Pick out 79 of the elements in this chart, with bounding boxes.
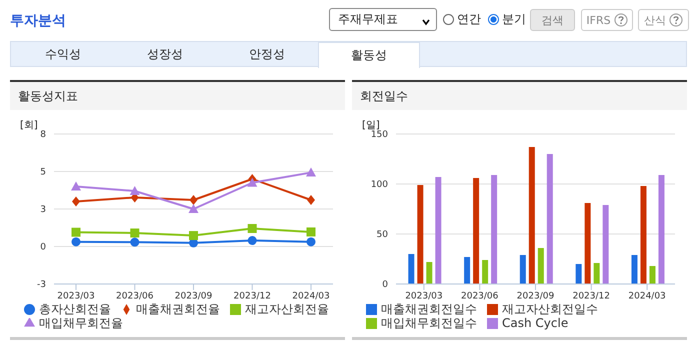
legend-label: 매출채권회전율	[136, 302, 220, 316]
point	[306, 237, 316, 246]
y-axis-title: [회]	[20, 119, 38, 132]
bar	[594, 263, 600, 284]
point	[189, 231, 198, 240]
bar	[546, 154, 553, 284]
point	[190, 195, 198, 205]
bar	[473, 178, 480, 284]
bar	[640, 186, 646, 284]
text: 활동성	[318, 42, 420, 68]
chart-title: 활동성지표	[10, 80, 345, 110]
text: 안정성	[248, 46, 286, 62]
bar	[417, 185, 424, 284]
bar	[435, 177, 442, 284]
legend-label: 매출채권회전일수	[381, 302, 477, 316]
legend-label: 총자산회전율	[39, 302, 111, 316]
legend-label: 재고자산회전율	[245, 302, 329, 316]
bar	[538, 248, 544, 284]
x-tick-label: 2023/06	[461, 291, 499, 302]
bar	[649, 266, 656, 284]
x-tick-label: 2024/03	[292, 291, 330, 302]
point	[72, 228, 80, 237]
bar	[482, 260, 488, 284]
text: 산식	[638, 9, 689, 31]
bar	[576, 264, 582, 284]
point	[130, 238, 140, 247]
y-tick-label: 5	[40, 168, 46, 178]
point	[130, 186, 140, 195]
y-tick-label: 150	[370, 130, 388, 140]
bar	[491, 175, 498, 284]
point	[71, 182, 81, 190]
bar	[631, 255, 638, 284]
y-tick-label: 0	[40, 242, 46, 253]
y-tick-label: 3	[40, 205, 46, 216]
text: 연간	[457, 11, 481, 28]
y-axis-title: [일]	[362, 119, 380, 131]
x-tick-label: 2023/12	[572, 291, 610, 302]
legend-label: 매입채무회전율	[39, 316, 123, 330]
point	[306, 227, 316, 236]
x-tick-label: 2023/03	[405, 291, 443, 302]
text: 주재무제표	[338, 11, 398, 28]
point	[188, 204, 198, 213]
x-tick-label: 2023/03	[57, 291, 95, 302]
x-tick-label: 2023/06	[116, 291, 154, 302]
legend-label: 매입채무회전일수	[381, 316, 477, 330]
bar	[464, 257, 470, 284]
point	[72, 196, 80, 206]
bar	[520, 255, 526, 284]
point	[306, 168, 316, 177]
y-tick-label: 0	[382, 280, 388, 290]
x-tick-label: 2023/12	[234, 291, 271, 302]
bar	[602, 205, 609, 284]
y-tick-label: 100	[370, 180, 388, 190]
y-tick-label: 50	[376, 230, 388, 240]
x-tick-label: 2023/09	[516, 291, 554, 302]
point	[130, 228, 140, 238]
x-tick-label: 2023/09	[174, 291, 212, 302]
point	[247, 178, 258, 187]
text: IFRS	[581, 9, 633, 31]
bar	[408, 254, 414, 284]
x-tick-label: 2024/03	[628, 291, 666, 302]
text: 투자분석	[10, 12, 66, 30]
text: 성장성	[146, 46, 184, 62]
text: 검색	[530, 9, 575, 31]
legend-label: Cash Cycle	[502, 316, 568, 330]
text: 분기	[502, 11, 526, 28]
chart-title: 회전일수	[352, 80, 687, 110]
point	[248, 236, 257, 245]
bar	[658, 175, 664, 284]
y-tick-label: 8	[40, 130, 46, 140]
y-tick-label: -3	[37, 280, 46, 290]
bar	[584, 203, 591, 284]
point	[72, 237, 80, 246]
text: 수익성	[44, 46, 82, 62]
bar	[528, 147, 535, 284]
legend-label: 재고자산회전일수	[502, 302, 598, 316]
bar	[426, 262, 432, 284]
point	[248, 224, 257, 233]
point	[307, 195, 315, 205]
